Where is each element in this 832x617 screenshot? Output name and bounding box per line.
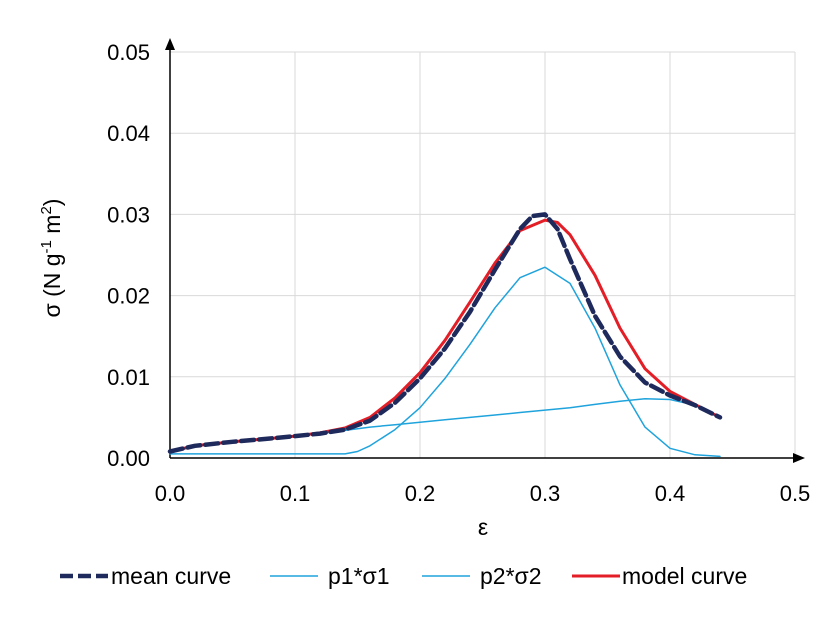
- legend-item: mean curve: [60, 563, 231, 589]
- legend-item: p1*σ1: [270, 563, 390, 589]
- series-line-p2-2: [169, 397, 721, 453]
- legend-label: p2*σ2: [480, 563, 542, 589]
- legend-label: p1*σ1: [328, 563, 390, 589]
- y-axis-title-mid: m: [39, 215, 65, 241]
- legend-item: p2*σ2: [422, 563, 542, 589]
- x-tick-label: 0.1: [280, 481, 311, 506]
- legend-label: mean curve: [111, 563, 231, 589]
- y-tick-label: 0.05: [107, 40, 150, 65]
- y-tick-label: 0.03: [107, 202, 150, 227]
- series-line-model-curve: [168, 218, 722, 453]
- series-line-mean-curve: [167, 212, 723, 454]
- x-axis-arrow: [793, 453, 805, 463]
- y-axis-title-suffix: ): [39, 199, 65, 207]
- x-tick-label: 0.4: [655, 481, 686, 506]
- x-tick-label: 0.3: [530, 481, 561, 506]
- y-tick-label: 0.00: [107, 446, 150, 471]
- legend-item: model curve: [572, 563, 747, 589]
- tick-labels: 0.0 0.1 0.2 0.3 0.4 0.5 0.00 0.01 0.02 0.03 0.04 0.…: [107, 40, 810, 506]
- x-tick-label: 0.2: [405, 481, 436, 506]
- legend-label: model curve: [622, 563, 747, 589]
- y-tick-label: 0.04: [107, 121, 150, 146]
- legend: mean curve p1*σ1 p2*σ2 model curve: [60, 563, 747, 589]
- y-axis-title-sup1: -1: [38, 240, 55, 253]
- y-tick-label: 0.02: [107, 284, 150, 309]
- y-axis-title: σ (N g-1 m2): [38, 199, 65, 318]
- series-line-p1-1: [169, 266, 721, 458]
- grid-lines: [170, 51, 796, 458]
- y-axis-title-sup2: 2: [38, 206, 55, 214]
- axes: [165, 38, 805, 463]
- y-axis-title-prefix: σ (N g: [39, 253, 65, 317]
- x-axis-title: ε: [478, 514, 488, 540]
- x-tick-label: 0.5: [780, 481, 811, 506]
- x-tick-label: 0.0: [155, 481, 186, 506]
- y-axis-arrow: [165, 38, 175, 50]
- y-tick-label: 0.01: [107, 365, 150, 390]
- plot-area: [167, 212, 723, 458]
